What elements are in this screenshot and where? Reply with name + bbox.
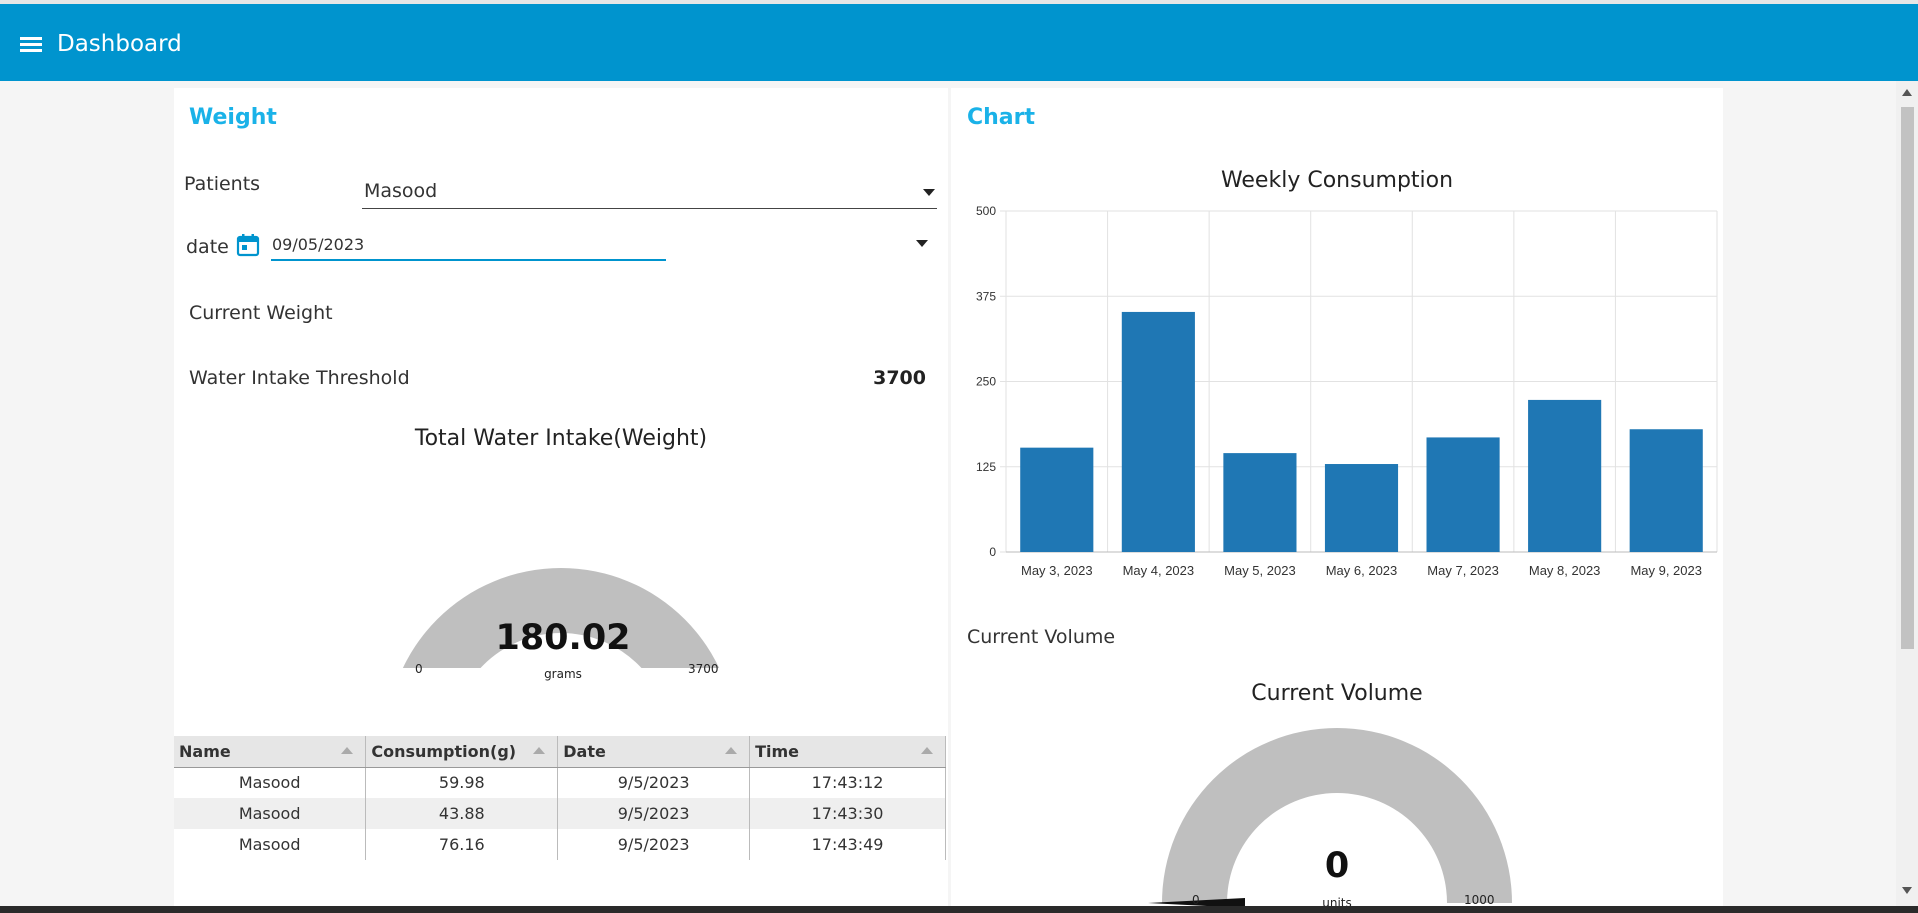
volume-gauge-track — [1162, 728, 1512, 903]
bar — [1020, 447, 1094, 552]
cell-consumption: 76.16 — [365, 829, 559, 860]
cell-name: Masood — [174, 829, 367, 860]
x-tick-label: May 7, 2023 — [1427, 563, 1499, 578]
column-header-date[interactable]: Date — [557, 736, 751, 768]
vertical-scrollbar[interactable] — [1896, 81, 1918, 906]
volume-gauge — [1148, 728, 1512, 906]
chart-card: Chart Weekly Consumption 0 125 250 375 500 Ma… — [951, 88, 1723, 906]
bar — [1426, 437, 1500, 552]
chevron-down-icon — [923, 189, 935, 196]
y-tick-label: 125 — [976, 460, 996, 474]
y-tick-label: 0 — [989, 545, 996, 559]
x-tick-label: May 6, 2023 — [1326, 563, 1398, 578]
patient-select[interactable]: Masood — [362, 176, 937, 209]
patient-select-value: Masood — [364, 180, 438, 202]
sort-up-icon — [533, 747, 546, 754]
cell-consumption: 43.88 — [365, 798, 559, 829]
volume-gauge-needle — [1148, 897, 1246, 906]
chart-card-title: Chart — [967, 105, 1036, 130]
table-row[interactable]: Masood 76.16 9/5/2023 17:43:49 — [174, 829, 946, 860]
cell-time: 17:43:49 — [749, 829, 946, 860]
sort-up-icon — [921, 747, 933, 754]
hamburger-menu-icon[interactable] — [20, 34, 46, 54]
chart-title: Weekly Consumption — [1220, 168, 1454, 193]
column-header-time[interactable]: Time — [749, 736, 946, 768]
window-top-edge — [0, 0, 1918, 4]
bar — [1528, 399, 1602, 552]
y-tick-label: 375 — [976, 289, 996, 303]
taskbar-edge — [0, 906, 1918, 913]
bar — [1121, 311, 1195, 552]
app-bar: Dashboard — [0, 4, 1918, 81]
date-label: date — [186, 236, 229, 258]
x-tick-label: May 4, 2023 — [1123, 563, 1195, 578]
x-tick-label: May 3, 2023 — [1021, 563, 1093, 578]
patients-label: Patients — [184, 173, 261, 195]
volume-gauge-max: 1000 — [1464, 893, 1495, 906]
volume-gauge-title: Current Volume — [1251, 681, 1423, 706]
bar — [1223, 453, 1297, 552]
scroll-up-arrow-icon[interactable] — [1902, 89, 1912, 96]
y-tick-label: 250 — [976, 375, 996, 389]
cell-date: 9/5/2023 — [557, 798, 751, 829]
weight-gauge-track — [402, 568, 720, 668]
cell-name: Masood — [174, 767, 367, 798]
weekly-consumption-chart: 0 125 250 375 500 May 3, 2023 May 4, 2023 May 5… — [976, 204, 1718, 578]
calendar-icon[interactable] — [236, 233, 260, 257]
cell-consumption: 59.98 — [365, 767, 559, 798]
date-input[interactable]: 09/05/2023 — [271, 233, 666, 261]
table-row[interactable]: Masood 43.88 9/5/2023 17:43:30 — [174, 798, 946, 829]
weight-gauge-min: 0 — [415, 662, 423, 676]
scroll-down-arrow-icon[interactable] — [1902, 887, 1912, 894]
volume-gauge-value: 0 — [1324, 846, 1350, 886]
date-dropdown-icon[interactable] — [916, 240, 928, 247]
weight-gauge — [402, 568, 720, 668]
app-title: Dashboard — [57, 31, 182, 57]
bar — [1324, 464, 1399, 552]
bar — [1629, 429, 1703, 552]
cell-time: 17:43:30 — [749, 798, 946, 829]
volume-gauge-units: units — [1322, 896, 1352, 906]
cell-time: 17:43:12 — [749, 767, 946, 798]
threshold-label: Water Intake Threshold — [189, 367, 410, 389]
threshold-value: 3700 — [873, 367, 926, 389]
weight-card: Weight Patients Masood date 09/05/2023 C… — [174, 88, 948, 906]
weight-gauge-title: Total Water Intake(Weight) — [414, 426, 708, 451]
consumption-table: Name Consumption(g) Date Time Masood 59.… — [174, 736, 946, 860]
weight-gauge-value: 180.02 — [495, 618, 631, 658]
cell-date: 9/5/2023 — [557, 829, 751, 860]
current-volume-label: Current Volume — [967, 626, 1116, 648]
weight-card-title: Weight — [189, 105, 277, 130]
cell-name: Masood — [174, 798, 367, 829]
y-tick-label: 500 — [976, 204, 996, 218]
table-row[interactable]: Masood 59.98 9/5/2023 17:43:12 — [174, 767, 946, 798]
x-tick-label: May 8, 2023 — [1529, 563, 1601, 578]
column-header-consumption[interactable]: Consumption(g) — [365, 736, 559, 768]
current-weight-label: Current Weight — [189, 302, 333, 324]
volume-gauge-min: 0 — [1192, 893, 1200, 906]
weight-gauge-max: 3700 — [688, 662, 719, 676]
column-header-name[interactable]: Name — [174, 736, 367, 768]
scrollbar-thumb[interactable] — [1901, 107, 1914, 649]
x-tick-label: May 9, 2023 — [1630, 563, 1702, 578]
cell-date: 9/5/2023 — [557, 767, 751, 798]
weight-gauge-units: grams — [544, 667, 582, 681]
sort-up-icon — [725, 747, 738, 754]
sort-up-icon — [341, 747, 354, 754]
x-tick-label: May 5, 2023 — [1224, 563, 1296, 578]
